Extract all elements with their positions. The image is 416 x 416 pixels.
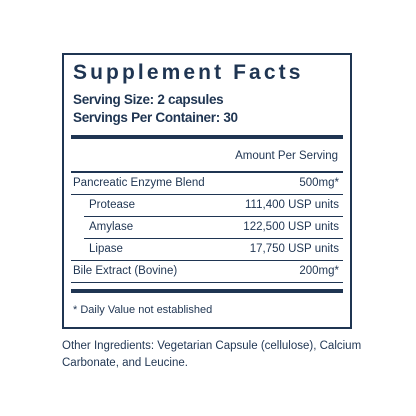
panel-title: Supplement Facts: [73, 61, 304, 84]
daily-value-note: * Daily Value not established: [73, 304, 213, 316]
ingredient-name: Lipase: [89, 243, 123, 255]
amount-per-serving-header: Amount Per Serving: [235, 150, 338, 162]
serving-size: Serving Size: 2 capsules: [73, 92, 224, 107]
ingredient-row-lipase: Lipase 17,750 USP units: [71, 239, 343, 261]
thick-divider: [71, 135, 343, 139]
ingredient-row-amylase: Amylase 122,500 USP units: [71, 217, 343, 239]
supplement-facts-panel: Supplement Facts Serving Size: 2 capsule…: [62, 53, 352, 329]
sub-divider: [84, 238, 343, 239]
ingredient-row-protease: Protease 111,400 USP units: [71, 195, 343, 217]
ingredient-name: Amylase: [89, 221, 134, 233]
other-ingredients: Other Ingredients: Vegetarian Capsule (c…: [62, 340, 362, 369]
ingredient-name: Bile Extract (Bovine): [73, 265, 178, 277]
ingredient-amount: 200mg*: [299, 265, 339, 277]
ingredient-name: Protease: [89, 199, 136, 211]
ingredient-amount: 500mg*: [299, 177, 339, 189]
ingredient-row-bile-extract: Bile Extract (Bovine) 200mg*: [71, 261, 343, 283]
ingredient-row-pancreatic-enzyme-blend: Pancreatic Enzyme Blend 500mg*: [71, 173, 343, 195]
servings-per-container: Servings Per Container: 30: [73, 110, 238, 125]
ingredient-amount: 122,500 USP units: [243, 221, 339, 233]
header-divider: [71, 171, 343, 173]
ingredient-name: Pancreatic Enzyme Blend: [73, 177, 205, 189]
thick-divider-bottom: [71, 289, 343, 293]
ingredient-amount: 111,400 USP units: [245, 199, 339, 211]
ingredient-amount: 17,750 USP units: [249, 243, 339, 255]
sub-divider: [84, 216, 343, 217]
